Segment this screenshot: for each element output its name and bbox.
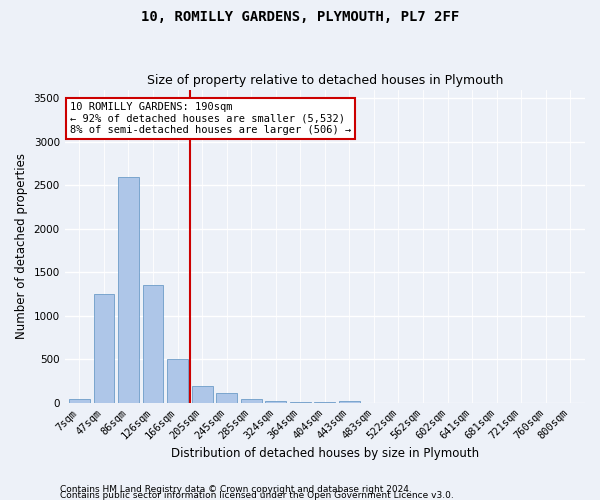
Text: Contains HM Land Registry data © Crown copyright and database right 2024.: Contains HM Land Registry data © Crown c… — [60, 484, 412, 494]
Text: 10 ROMILLY GARDENS: 190sqm
← 92% of detached houses are smaller (5,532)
8% of se: 10 ROMILLY GARDENS: 190sqm ← 92% of deta… — [70, 102, 351, 136]
Bar — [241, 398, 262, 403]
Bar — [191, 386, 212, 403]
Text: 10, ROMILLY GARDENS, PLYMOUTH, PL7 2FF: 10, ROMILLY GARDENS, PLYMOUTH, PL7 2FF — [141, 10, 459, 24]
Bar — [290, 402, 311, 403]
Title: Size of property relative to detached houses in Plymouth: Size of property relative to detached ho… — [146, 74, 503, 87]
Bar — [94, 294, 115, 403]
Bar — [143, 286, 163, 403]
Bar — [314, 402, 335, 403]
Bar — [167, 360, 188, 403]
Bar — [118, 176, 139, 403]
Bar — [339, 401, 360, 403]
Bar — [216, 394, 237, 403]
Bar — [265, 401, 286, 403]
Bar — [69, 398, 90, 403]
Y-axis label: Number of detached properties: Number of detached properties — [15, 154, 28, 340]
X-axis label: Distribution of detached houses by size in Plymouth: Distribution of detached houses by size … — [171, 447, 479, 460]
Text: Contains public sector information licensed under the Open Government Licence v3: Contains public sector information licen… — [60, 490, 454, 500]
